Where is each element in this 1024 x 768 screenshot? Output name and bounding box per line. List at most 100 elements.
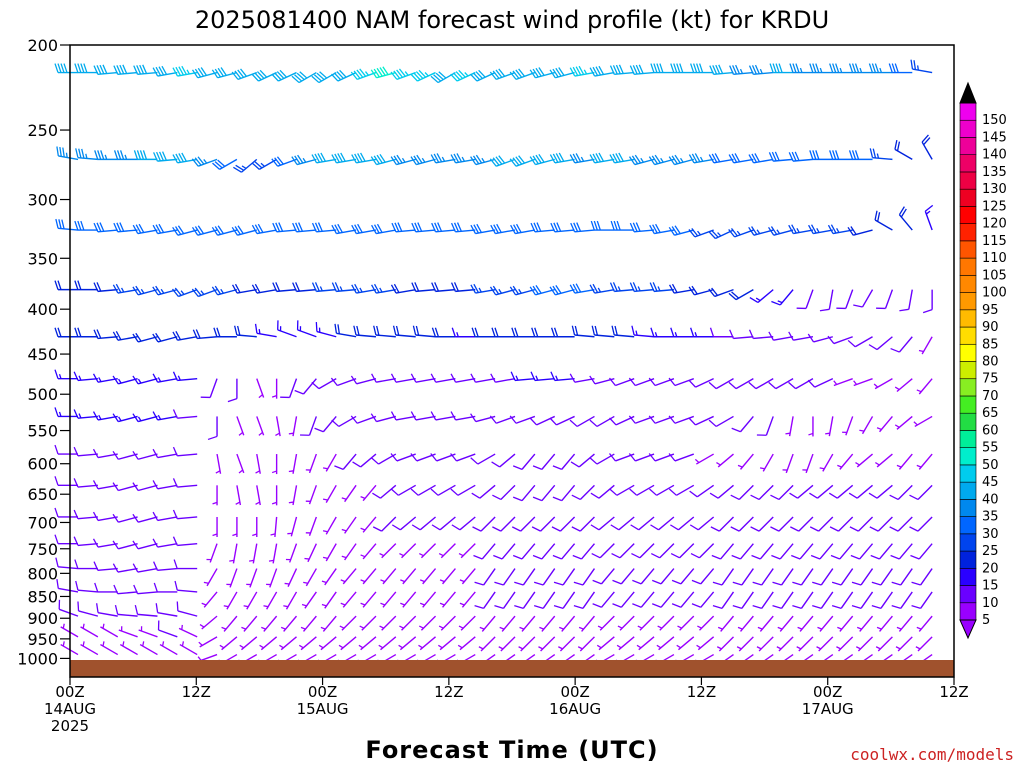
- wind-barb: [768, 331, 794, 341]
- wind-barb: [55, 218, 79, 231]
- wind-barb: [510, 371, 535, 382]
- wind-barb: [676, 636, 695, 651]
- wind-barb: [629, 282, 655, 293]
- wind-barb: [631, 543, 655, 559]
- wind-barb: [509, 68, 536, 81]
- wind-barb: [532, 484, 556, 502]
- wind-barb: [812, 591, 834, 609]
- wind-barb: [868, 336, 893, 351]
- colorbar-label: 115: [982, 234, 1007, 249]
- wind-barb: [671, 591, 695, 608]
- wind-barb: [551, 516, 576, 532]
- wind-barb: [671, 568, 695, 585]
- colorbar-swatch: [959, 516, 977, 535]
- wind-barb: [789, 484, 814, 499]
- wind-barb: [609, 282, 635, 293]
- colorbar-swatch: [959, 102, 977, 121]
- wind-barb: [321, 591, 337, 609]
- colorbar-label: 130: [982, 182, 1007, 197]
- wind-barb: [921, 134, 933, 160]
- wind-barb: [668, 453, 695, 462]
- wind-barb: [398, 636, 417, 651]
- wind-barb: [756, 636, 774, 652]
- wind-barb: [708, 153, 734, 164]
- wind-barb: [751, 543, 774, 560]
- wind-barb: [390, 411, 416, 421]
- wind-barb: [697, 615, 715, 631]
- wind-barb: [732, 568, 754, 586]
- wind-barb: [305, 516, 318, 537]
- wind-barb: [330, 69, 357, 82]
- colorbar-label: 150: [982, 113, 1007, 128]
- wind-barb: [829, 63, 853, 74]
- colorbar-swatch: [959, 240, 977, 259]
- wind-barb: [152, 411, 178, 421]
- wind-barb: [215, 453, 222, 474]
- wind-barb: [533, 591, 556, 609]
- wind-barb: [283, 591, 298, 610]
- colorbar-label: 10: [982, 596, 999, 611]
- wind-barb: [748, 378, 774, 390]
- wind-barb: [284, 568, 298, 587]
- wind-barb: [511, 516, 536, 532]
- wind-barb: [152, 65, 178, 77]
- colorbar-label: 25: [982, 544, 999, 559]
- wind-barb: [410, 154, 436, 166]
- wind-barb: [689, 516, 715, 531]
- x-tick-label: 16AUG: [549, 700, 601, 718]
- wind-barb: [152, 448, 178, 459]
- wind-barb: [668, 484, 695, 496]
- wind-barb: [890, 336, 913, 353]
- wind-barb: [670, 516, 695, 531]
- wind-barb: [609, 64, 635, 76]
- wind-barb: [360, 484, 377, 502]
- wind-barb: [280, 615, 298, 632]
- wind-barb: [178, 624, 198, 638]
- wind-barb: [431, 516, 456, 531]
- colorbar-label: 65: [982, 406, 999, 421]
- wind-barb: [390, 484, 417, 496]
- wind-barb: [174, 580, 198, 593]
- wind-barb: [231, 68, 258, 81]
- wind-barb: [235, 485, 242, 506]
- wind-barb: [430, 373, 456, 383]
- wind-barb: [770, 484, 794, 501]
- wind-barb: [54, 63, 78, 74]
- x-tick-label: 12Z: [182, 683, 211, 701]
- wind-barb: [855, 453, 873, 468]
- wind-barb: [55, 557, 79, 570]
- y-tick-label: 450: [27, 345, 58, 364]
- wind-barb: [191, 287, 218, 298]
- wind-barb: [850, 543, 874, 560]
- wind-barb: [351, 152, 377, 164]
- chart-title: 2025081400 NAM forecast wind profile (kt…: [195, 6, 829, 34]
- wind-barb: [74, 220, 98, 231]
- wind-barb: [757, 615, 774, 632]
- wind-barb: [322, 453, 337, 472]
- wind-barb: [56, 146, 79, 161]
- wind-barb: [519, 615, 536, 632]
- colorbar-swatch: [959, 171, 977, 190]
- wind-barb: [360, 543, 377, 560]
- wind-barb: [889, 484, 913, 501]
- wind-barb: [132, 285, 158, 296]
- wind-barb: [498, 636, 516, 652]
- wind-barb: [894, 139, 913, 160]
- wind-barb: [875, 453, 893, 468]
- wind-barb: [118, 626, 138, 638]
- wind-barb: [191, 156, 218, 167]
- wind-barb: [450, 222, 476, 233]
- colorbar-swatch: [959, 550, 977, 569]
- wind-barb: [459, 568, 476, 585]
- wind-barb: [92, 411, 118, 421]
- wind-barb: [470, 453, 496, 465]
- wind-barb: [285, 543, 298, 563]
- wind-barb: [648, 154, 675, 166]
- wind-barb: [251, 69, 277, 82]
- y-tick-label: 500: [27, 385, 58, 404]
- wind-barb: [816, 636, 834, 652]
- colorbar-swatch: [959, 533, 977, 552]
- wind-barb: [708, 378, 734, 390]
- colorbar-swatch: [959, 292, 977, 311]
- wind-barb: [391, 222, 416, 233]
